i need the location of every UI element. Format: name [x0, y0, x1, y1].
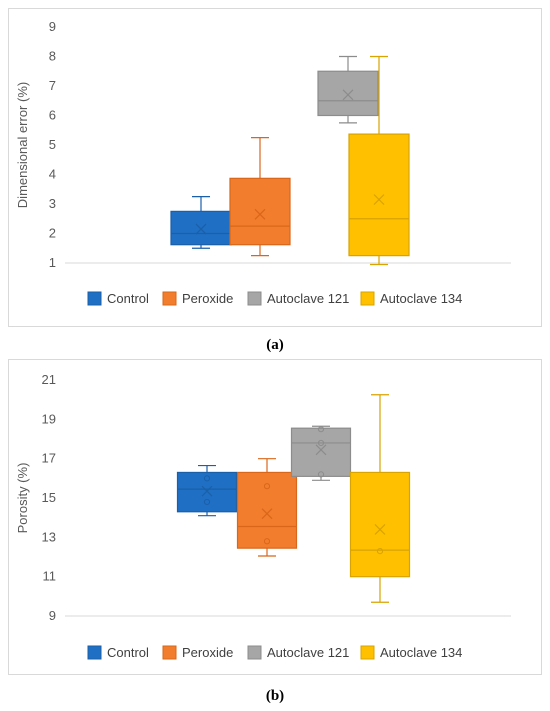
y-tick-label: 2	[49, 226, 56, 241]
mean-marker	[315, 444, 327, 456]
legend-label-peroxide: Peroxide	[182, 645, 233, 660]
y-tick-label: 8	[49, 49, 56, 64]
data-point	[263, 538, 271, 545]
y-tick-label: 17	[42, 451, 56, 466]
box-iqr	[348, 133, 410, 257]
box-iqr	[229, 177, 291, 246]
legend-label-autoclave-121: Autoclave 121	[267, 645, 349, 660]
y-tick-label: 21	[42, 372, 56, 387]
box-peroxide	[236, 458, 298, 557]
legend-swatch-control	[87, 645, 102, 660]
box-plot-porosity: Porosity (%) 9 11 13 15 17 19 21 Control Peroxide…	[15, 372, 511, 660]
y-tick-label: 11	[43, 569, 57, 584]
y-tick-label: 7	[49, 78, 56, 93]
box-control	[170, 196, 232, 249]
y-tick-label: 9	[49, 19, 56, 34]
mean-marker	[342, 89, 354, 101]
legend-swatch-control	[87, 291, 102, 306]
y-axis-title: Dimensional error (%)	[15, 82, 30, 208]
mean-marker	[195, 223, 207, 235]
box-iqr	[176, 471, 238, 513]
data-point	[203, 475, 211, 482]
legend-swatch-autoclave-121	[247, 291, 262, 306]
box-iqr	[349, 471, 411, 578]
caption-a: (a)	[266, 337, 284, 353]
legend-swatch-autoclave-121	[247, 645, 262, 660]
data-point	[203, 498, 211, 506]
legend-label-autoclave-134: Autoclave 134	[380, 645, 462, 660]
y-tick-label: 4	[49, 167, 56, 182]
box-autoclave-121	[317, 55, 379, 124]
mean-marker	[254, 208, 266, 220]
legend-label-autoclave-121: Autoclave 121	[267, 291, 349, 306]
legend-label-autoclave-134: Autoclave 134	[380, 291, 462, 306]
y-axis-title: Porosity (%)	[15, 463, 30, 534]
y-tick-label: 9	[49, 608, 56, 623]
data-point	[317, 426, 325, 433]
chart-panel-b: Porosity (%) 9 11 13 15 17 19 21 Control Peroxide…	[8, 359, 542, 675]
mean-marker	[373, 194, 385, 205]
box-autoclave-134	[348, 55, 410, 266]
data-point	[376, 548, 384, 555]
y-tick-label: 19	[42, 411, 56, 426]
box-plot-dimensional-error: Dimensional error (%) 1 2 3 4 5 6 7 8 9 Control Per…	[15, 19, 511, 306]
legend-swatch-peroxide	[162, 291, 177, 306]
data-point	[317, 439, 325, 447]
y-tick-label: 15	[42, 490, 56, 505]
box-iqr	[290, 427, 352, 477]
legend-label-peroxide: Peroxide	[182, 291, 233, 306]
legend-swatch-autoclave-134	[360, 291, 375, 306]
box-autoclave-134	[349, 394, 411, 603]
box-iqr	[317, 70, 379, 117]
box-iqr	[170, 210, 232, 246]
box-peroxide	[229, 137, 291, 257]
box-iqr	[236, 471, 298, 549]
legend-label-control: Control	[107, 645, 149, 660]
y-tick-label: 13	[42, 529, 56, 544]
chart-panel-a: Dimensional error (%) 1 2 3 4 5 6 7 8 9 Control Per…	[8, 8, 542, 327]
legend-swatch-autoclave-134	[360, 645, 375, 660]
y-tick-label: 3	[49, 196, 56, 211]
y-tick-label: 1	[49, 255, 56, 270]
mean-marker	[261, 508, 273, 520]
data-point	[263, 483, 271, 490]
data-point	[317, 471, 325, 478]
mean-marker	[201, 485, 213, 497]
box-control	[176, 464, 238, 517]
y-tick-label: 5	[49, 137, 56, 152]
caption-b: (b)	[265, 688, 285, 704]
legend-label-control: Control	[107, 291, 149, 306]
legend-swatch-peroxide	[162, 645, 177, 660]
mean-marker	[374, 524, 386, 535]
box-autoclave-121	[290, 425, 352, 481]
y-tick-label: 6	[49, 108, 56, 123]
